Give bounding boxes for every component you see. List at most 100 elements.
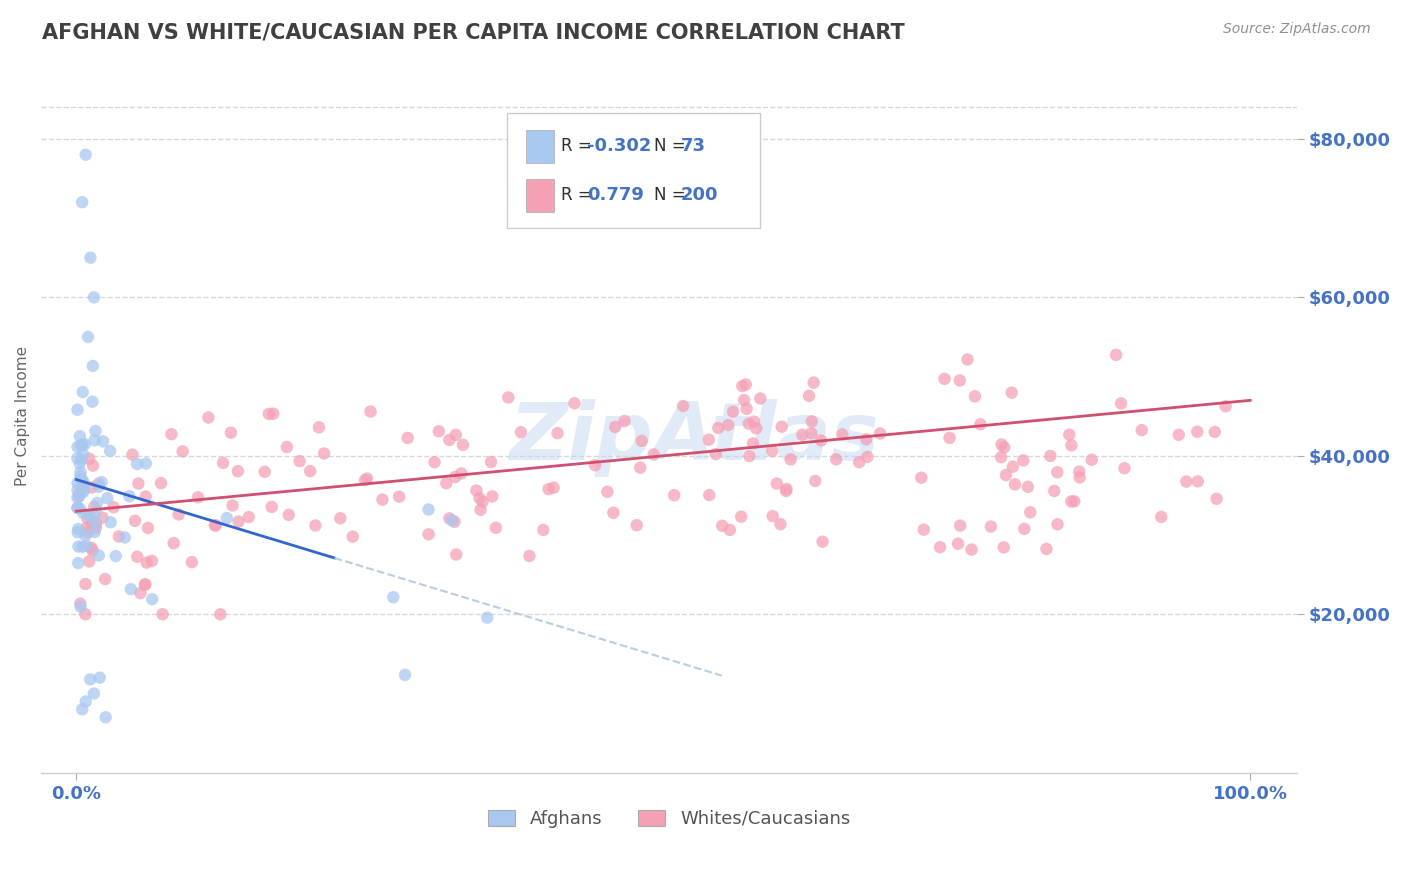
Point: [277, 508, 299, 522]
Point: [630, 434, 652, 448]
Point: [969, 417, 991, 432]
Point: [66, 525, 89, 540]
Point: [276, 440, 298, 454]
Point: [69, 501, 91, 516]
Point: [963, 389, 986, 403]
Point: [980, 519, 1002, 533]
Point: [83, 524, 105, 539]
Text: AFGHAN VS WHITE/CAUCASIAN PER CAPITA INCOME CORRELATION CHART: AFGHAN VS WHITE/CAUCASIAN PER CAPITA INC…: [42, 22, 905, 42]
Text: 0.779: 0.779: [586, 186, 644, 204]
Point: [67, 522, 90, 536]
Point: [77, 451, 100, 466]
Point: [84, 516, 107, 531]
Point: [382, 591, 405, 605]
Point: [67, 490, 90, 504]
Point: [444, 427, 467, 442]
Point: [72, 540, 94, 554]
Point: [96, 491, 118, 506]
Point: [66, 440, 89, 454]
Point: [69, 469, 91, 483]
Point: [509, 425, 531, 440]
Point: [69, 429, 91, 443]
Point: [765, 476, 787, 491]
Point: [775, 483, 797, 498]
Point: [87, 480, 110, 494]
Point: [537, 482, 560, 496]
Point: [531, 523, 554, 537]
Point: [994, 468, 1017, 483]
Point: [697, 433, 720, 447]
Point: [804, 474, 827, 488]
Point: [308, 420, 330, 434]
Point: [141, 554, 163, 568]
Point: [855, 433, 877, 447]
Point: [121, 448, 143, 462]
Point: [1167, 427, 1189, 442]
Point: [66, 451, 89, 466]
Point: [1205, 491, 1227, 506]
Point: [70, 195, 93, 210]
Point: [257, 407, 280, 421]
Point: [90, 475, 112, 490]
Point: [84, 505, 107, 519]
Point: [134, 577, 156, 591]
Point: [626, 518, 648, 533]
Point: [717, 417, 740, 432]
Point: [1043, 483, 1066, 498]
Point: [792, 427, 814, 442]
Point: [82, 543, 104, 558]
Point: [72, 384, 94, 399]
Point: [1080, 452, 1102, 467]
Point: [1046, 517, 1069, 532]
Point: [238, 510, 260, 524]
Point: [1035, 541, 1057, 556]
Point: [75, 521, 97, 535]
Point: [730, 509, 752, 524]
Point: [697, 488, 720, 502]
Point: [76, 525, 98, 540]
Point: [1004, 477, 1026, 491]
Y-axis label: Per Capita Income: Per Capita Income: [15, 346, 30, 486]
Point: [141, 592, 163, 607]
Point: [733, 393, 755, 408]
Point: [360, 404, 382, 418]
Point: [100, 515, 122, 529]
Point: [1017, 480, 1039, 494]
Point: [76, 539, 98, 553]
Point: [1012, 453, 1035, 467]
Point: [80, 541, 103, 555]
Point: [934, 372, 956, 386]
Point: [83, 515, 105, 529]
Point: [125, 457, 148, 471]
Point: [79, 509, 101, 524]
Point: [89, 671, 111, 685]
Point: [471, 494, 494, 508]
Point: [1175, 475, 1198, 489]
Text: ZipAtlas: ZipAtlas: [509, 399, 879, 476]
Point: [70, 438, 93, 452]
Point: [135, 556, 157, 570]
Point: [485, 521, 508, 535]
Point: [219, 425, 242, 440]
Point: [742, 436, 765, 450]
Point: [204, 518, 226, 533]
Point: [848, 455, 870, 469]
Point: [354, 473, 377, 487]
Point: [79, 251, 101, 265]
Point: [67, 556, 90, 570]
Point: [98, 443, 121, 458]
Point: [761, 444, 783, 458]
Point: [72, 475, 94, 490]
Point: [86, 496, 108, 510]
Point: [613, 414, 636, 428]
Point: [394, 668, 416, 682]
Point: [127, 476, 149, 491]
Point: [479, 455, 502, 469]
Point: [69, 599, 91, 614]
Point: [69, 465, 91, 479]
Point: [167, 508, 190, 522]
Point: [825, 452, 848, 467]
Point: [69, 472, 91, 486]
Point: [439, 511, 461, 525]
Point: [212, 456, 235, 470]
